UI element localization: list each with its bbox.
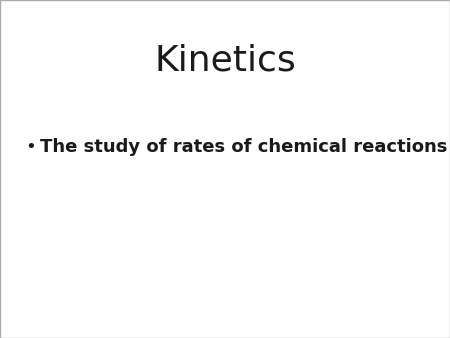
Text: •: •	[25, 138, 36, 156]
Text: The study of rates of chemical reactions: The study of rates of chemical reactions	[40, 138, 448, 156]
Text: Kinetics: Kinetics	[154, 44, 296, 78]
